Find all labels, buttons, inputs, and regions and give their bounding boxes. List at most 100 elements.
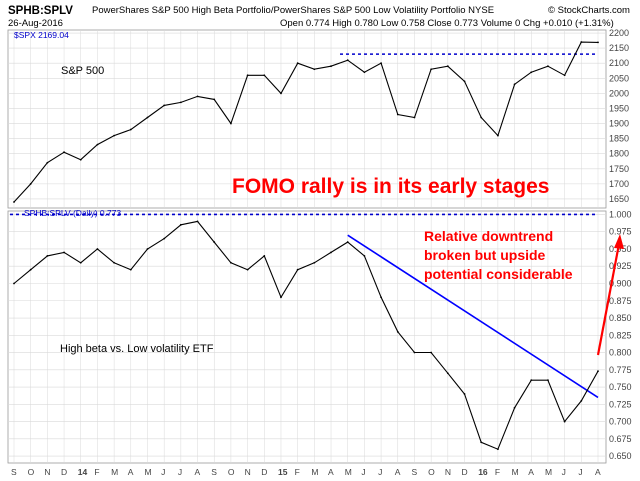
y-tick-label: 1650 (609, 194, 629, 204)
upper-panel-frame (7, 29, 607, 209)
x-tick-label: A (595, 467, 601, 477)
price-point (330, 251, 332, 254)
price-point (79, 158, 82, 161)
y-tick-label: 0.850 (609, 313, 632, 323)
x-tick-label: S (211, 467, 217, 477)
x-tick-label: J (578, 467, 582, 477)
header-quote: Open 0.774 High 0.780 Low 0.758 Close 0.… (280, 18, 614, 29)
x-tick-label: S (11, 467, 17, 477)
price-point (296, 62, 299, 65)
price-point (196, 95, 199, 98)
x-tick-label: D (462, 467, 468, 477)
x-tick-label: A (528, 467, 534, 477)
x-tick-label: 14 (78, 467, 88, 477)
y-tick-label: 0.700 (609, 417, 632, 427)
y-tick-label: 0.900 (609, 278, 632, 288)
price-point (13, 201, 15, 203)
price-point (179, 101, 182, 104)
price-point (96, 248, 99, 250)
price-point (196, 220, 199, 223)
y-tick-label: 1800 (609, 149, 629, 159)
price-point (380, 296, 382, 299)
x-tick-label: J (161, 467, 165, 477)
price-point (13, 282, 15, 285)
y-tick-label: 0.650 (609, 451, 632, 461)
x-tick-label: A (195, 467, 201, 477)
price-point (313, 68, 316, 71)
price-line (13, 220, 599, 450)
upper-legend: $SPX 2169.04 (14, 30, 69, 40)
y-tick-label: 1850 (609, 134, 629, 144)
price-point (580, 41, 583, 43)
price-point (413, 351, 416, 354)
x-tick-label: N (44, 467, 50, 477)
x-tick-label: N (445, 467, 451, 477)
price-point (563, 420, 566, 423)
price-point (513, 406, 516, 409)
price-point (296, 268, 299, 271)
y-tick-label: 0.975 (609, 227, 632, 237)
price-point (480, 441, 483, 444)
price-point (46, 254, 49, 257)
y-tick-label: 2000 (609, 88, 629, 98)
header-copyright: © StockCharts.com (548, 5, 630, 16)
y-tick-label: 0.825 (609, 330, 632, 340)
price-point (446, 65, 449, 68)
price-point (263, 254, 266, 257)
price-point (547, 379, 549, 382)
price-point (313, 261, 316, 264)
price-point (29, 268, 32, 271)
x-tick-label: F (495, 467, 500, 477)
price-point (346, 59, 349, 62)
price-point (430, 351, 433, 354)
x-tick-label: S (411, 467, 417, 477)
x-tick-label: A (328, 467, 334, 477)
y-tick-label: 1700 (609, 179, 629, 189)
price-point (530, 71, 533, 74)
downtrend-line (347, 234, 599, 399)
header-title: PowerShares S&P 500 High Beta Portfolio/… (92, 5, 494, 16)
price-point (96, 143, 99, 146)
annotation-line: Relative downtrend (424, 228, 553, 244)
y-tick-label: 0.750 (609, 382, 632, 392)
x-tick-label: M (144, 467, 151, 477)
price-point (129, 128, 132, 131)
price-point (179, 223, 182, 226)
y-tick-label: 1900 (609, 119, 629, 129)
price-point (280, 296, 282, 299)
price-point (446, 372, 449, 375)
price-point (430, 68, 433, 71)
price-point (230, 261, 232, 264)
header-symbol: SPHB:SPLV (8, 5, 73, 17)
price-point (363, 71, 366, 74)
price-point (396, 330, 399, 333)
x-tick-label: M (345, 467, 352, 477)
x-tick-label: J (178, 467, 182, 477)
price-point (213, 98, 216, 101)
x-tick-label: D (261, 467, 267, 477)
x-tick-label: J (361, 467, 365, 477)
upside-arrow-shaft (596, 243, 621, 356)
price-point (113, 261, 116, 264)
price-point (530, 379, 533, 382)
price-point (380, 62, 382, 65)
x-tick-label: M (311, 467, 318, 477)
x-tick-label: O (28, 467, 35, 477)
x-tick-label: 16 (478, 467, 488, 477)
y-tick-label: 0.925 (609, 261, 632, 271)
price-line (13, 41, 599, 203)
price-point (163, 104, 166, 107)
price-point (146, 116, 149, 119)
y-tick-label: 0.800 (609, 348, 632, 358)
x-tick-label: F (295, 467, 300, 477)
x-tick-label: M (512, 467, 519, 477)
price-point (163, 237, 166, 240)
y-tick-label: 2200 (609, 28, 629, 38)
y-tick-label: 1.000 (609, 209, 632, 219)
price-point (346, 241, 349, 243)
x-tick-label: 15 (278, 467, 288, 477)
price-point (213, 241, 216, 243)
price-point (113, 134, 116, 137)
x-tick-label: M (545, 467, 552, 477)
